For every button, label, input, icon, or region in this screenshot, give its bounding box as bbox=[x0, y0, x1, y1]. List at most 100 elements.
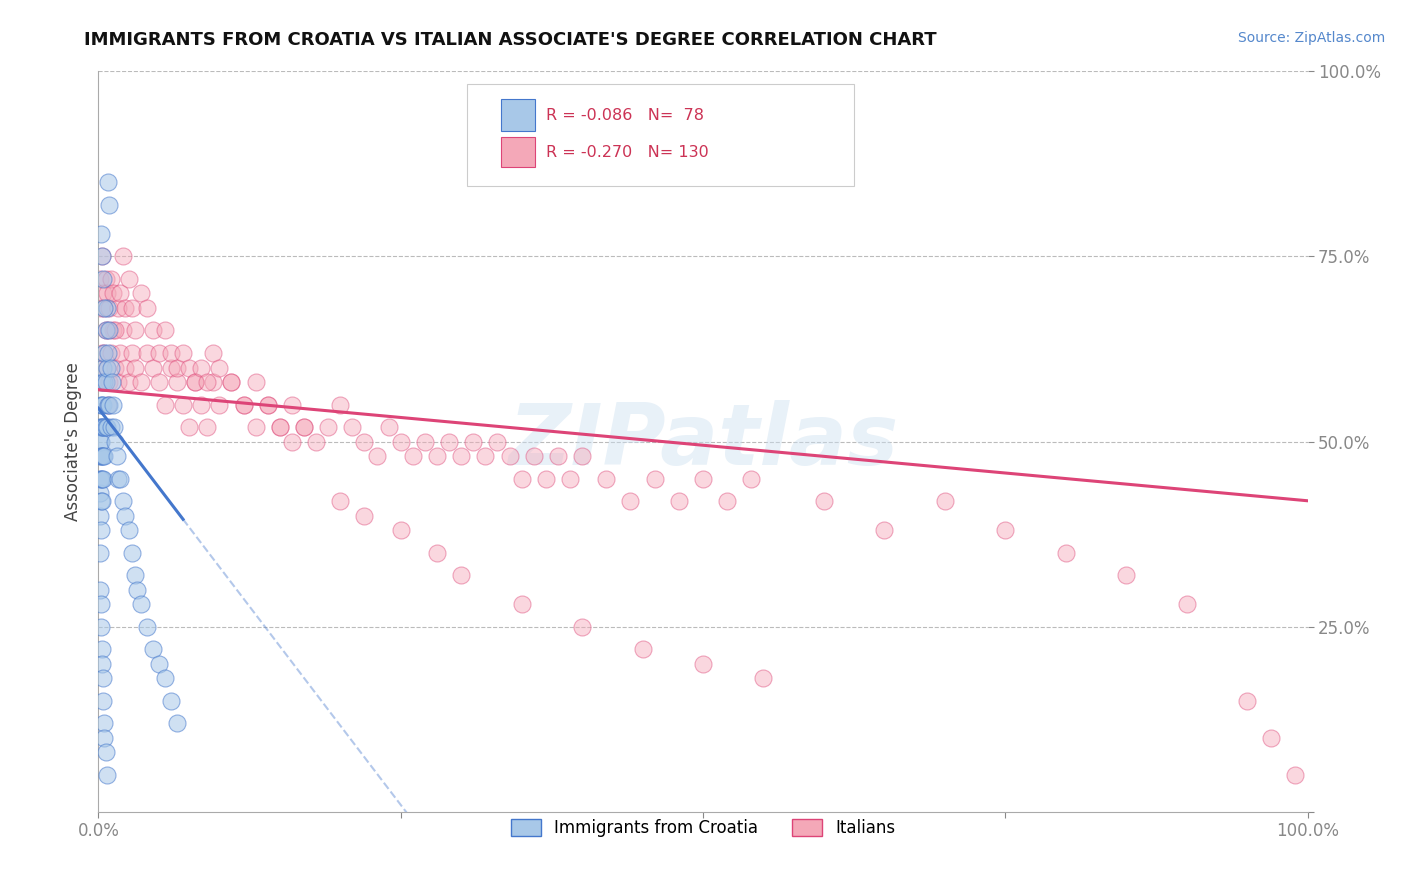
Point bbox=[127, 582, 149, 597]
Point bbox=[142, 360, 165, 375]
Text: Source: ZipAtlas.com: Source: ZipAtlas.com bbox=[1237, 31, 1385, 45]
Point bbox=[153, 324, 176, 338]
Point bbox=[281, 434, 304, 449]
Point bbox=[91, 657, 114, 671]
Point bbox=[377, 419, 399, 434]
Point bbox=[994, 524, 1017, 538]
Point bbox=[474, 450, 496, 464]
Point bbox=[486, 434, 509, 449]
Point bbox=[426, 546, 449, 560]
Point bbox=[305, 434, 328, 449]
Point bbox=[179, 419, 201, 434]
Point bbox=[450, 450, 472, 464]
Point bbox=[342, 419, 364, 434]
Point bbox=[692, 471, 714, 485]
Point bbox=[90, 471, 112, 485]
Point bbox=[281, 398, 304, 412]
Point bbox=[135, 301, 157, 316]
Point bbox=[100, 419, 122, 434]
Point bbox=[148, 657, 170, 671]
FancyBboxPatch shape bbox=[501, 137, 534, 167]
Point bbox=[108, 345, 131, 359]
Point bbox=[91, 694, 114, 708]
Point bbox=[93, 376, 115, 390]
Point bbox=[142, 641, 165, 656]
Point bbox=[184, 376, 207, 390]
Point bbox=[94, 746, 117, 760]
Point bbox=[91, 419, 114, 434]
Point bbox=[90, 598, 112, 612]
Point bbox=[232, 398, 254, 412]
Point bbox=[179, 360, 201, 375]
Point bbox=[160, 360, 183, 375]
Point bbox=[93, 450, 115, 464]
Point bbox=[160, 694, 183, 708]
Point bbox=[96, 286, 118, 301]
Point bbox=[135, 345, 157, 359]
Point bbox=[97, 345, 120, 359]
Point bbox=[172, 345, 194, 359]
Point bbox=[716, 493, 738, 508]
Point bbox=[353, 434, 375, 449]
Point bbox=[89, 376, 111, 390]
Point bbox=[129, 376, 152, 390]
Point bbox=[91, 471, 114, 485]
Point bbox=[121, 546, 143, 560]
Point bbox=[129, 286, 152, 301]
Point bbox=[93, 345, 115, 359]
Point bbox=[91, 271, 114, 285]
Point bbox=[245, 376, 267, 390]
Point bbox=[91, 450, 114, 464]
Point bbox=[668, 493, 690, 508]
Point bbox=[96, 360, 118, 375]
Point bbox=[118, 524, 141, 538]
Point bbox=[316, 419, 339, 434]
Point bbox=[221, 376, 243, 390]
Point bbox=[93, 301, 115, 316]
Point bbox=[91, 286, 114, 301]
Point bbox=[101, 286, 124, 301]
Point bbox=[104, 324, 127, 338]
Point bbox=[558, 471, 581, 485]
Point bbox=[1175, 598, 1198, 612]
Point bbox=[534, 471, 557, 485]
Point bbox=[101, 324, 124, 338]
Point bbox=[202, 376, 225, 390]
Point bbox=[426, 450, 449, 464]
Point bbox=[389, 524, 412, 538]
Point bbox=[89, 546, 111, 560]
Point bbox=[91, 360, 114, 375]
Point bbox=[413, 434, 436, 449]
Point bbox=[108, 471, 131, 485]
Point bbox=[389, 434, 412, 449]
Point bbox=[93, 419, 115, 434]
Point bbox=[292, 419, 315, 434]
Point bbox=[256, 398, 278, 412]
Point bbox=[221, 376, 243, 390]
Point bbox=[97, 398, 120, 412]
Point bbox=[89, 486, 111, 500]
Point bbox=[631, 641, 654, 656]
Point bbox=[96, 301, 118, 316]
Point bbox=[98, 324, 121, 338]
Point bbox=[366, 450, 388, 464]
Point bbox=[94, 324, 117, 338]
Point bbox=[94, 376, 117, 390]
Point bbox=[89, 508, 111, 523]
Point bbox=[190, 360, 212, 375]
Point bbox=[121, 345, 143, 359]
FancyBboxPatch shape bbox=[501, 100, 534, 130]
Point bbox=[402, 450, 425, 464]
Point bbox=[1236, 694, 1258, 708]
Point bbox=[104, 360, 127, 375]
Point bbox=[153, 398, 176, 412]
Point bbox=[329, 398, 352, 412]
Point bbox=[142, 324, 165, 338]
Point bbox=[184, 376, 207, 390]
Point bbox=[90, 619, 112, 633]
FancyBboxPatch shape bbox=[467, 84, 855, 186]
Point bbox=[91, 398, 114, 412]
Point bbox=[111, 324, 134, 338]
Point bbox=[91, 493, 114, 508]
Point bbox=[114, 360, 136, 375]
